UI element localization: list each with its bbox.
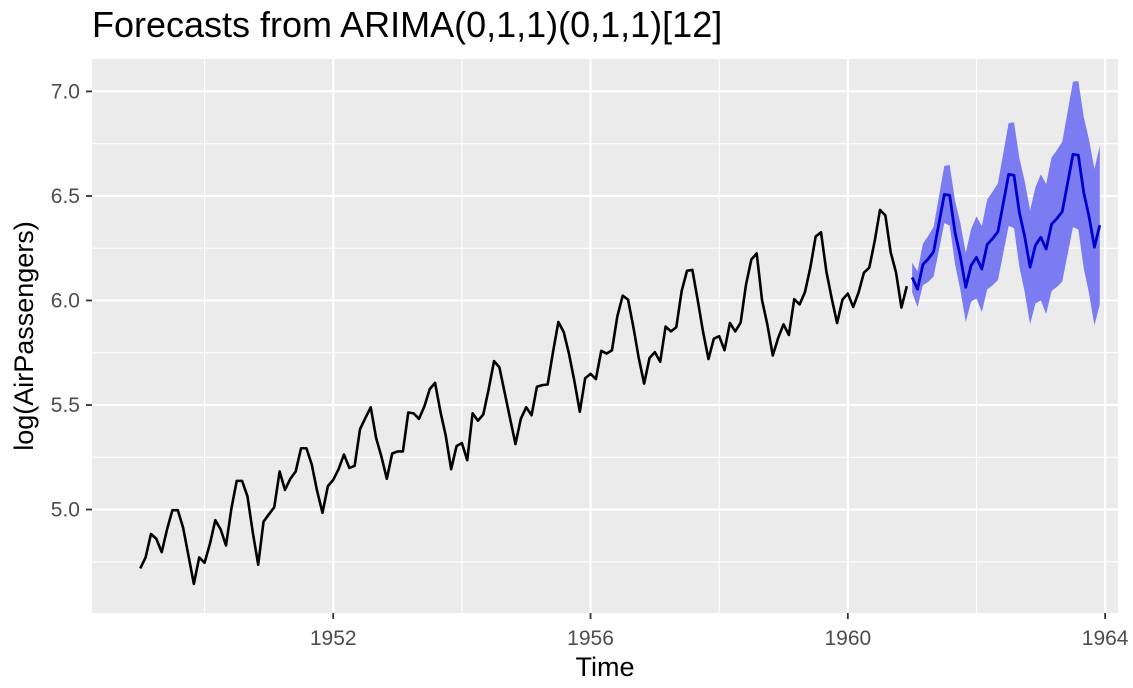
axis-ticks	[86, 90, 1107, 619]
chart-title: Forecasts from ARIMA(0,1,1)(0,1,1)[12]	[92, 4, 723, 45]
x-tick-label: 1964	[1082, 627, 1129, 650]
observed-series-layer	[139, 208, 909, 586]
y-tick-label: 6.5	[51, 185, 80, 208]
forecast-series-layer	[910, 152, 1102, 291]
y-tick-label: 5.5	[51, 394, 80, 417]
y-tick-label: 5.0	[51, 499, 80, 522]
major-gridlines	[92, 59, 1118, 613]
observed-series-line	[139, 208, 909, 586]
y-tick-label: 6.0	[51, 289, 80, 312]
forecast-mean-line	[910, 152, 1102, 291]
prediction-interval-band	[912, 80, 1100, 326]
x-tick-label: 1956	[567, 627, 614, 650]
x-axis-title: Time	[576, 652, 635, 682]
x-tick-label: 1960	[824, 627, 871, 650]
prediction-interval-layer	[912, 80, 1100, 326]
x-tick-label: 1952	[310, 627, 357, 650]
tick-labels: 1952 1956 1960 1964 5.0 5.5 6.0 6.5 7.0	[51, 80, 1129, 650]
y-tick-label: 7.0	[51, 80, 80, 103]
y-axis-title: log(AirPassengers)	[9, 221, 39, 451]
plot-panel	[92, 59, 1118, 613]
